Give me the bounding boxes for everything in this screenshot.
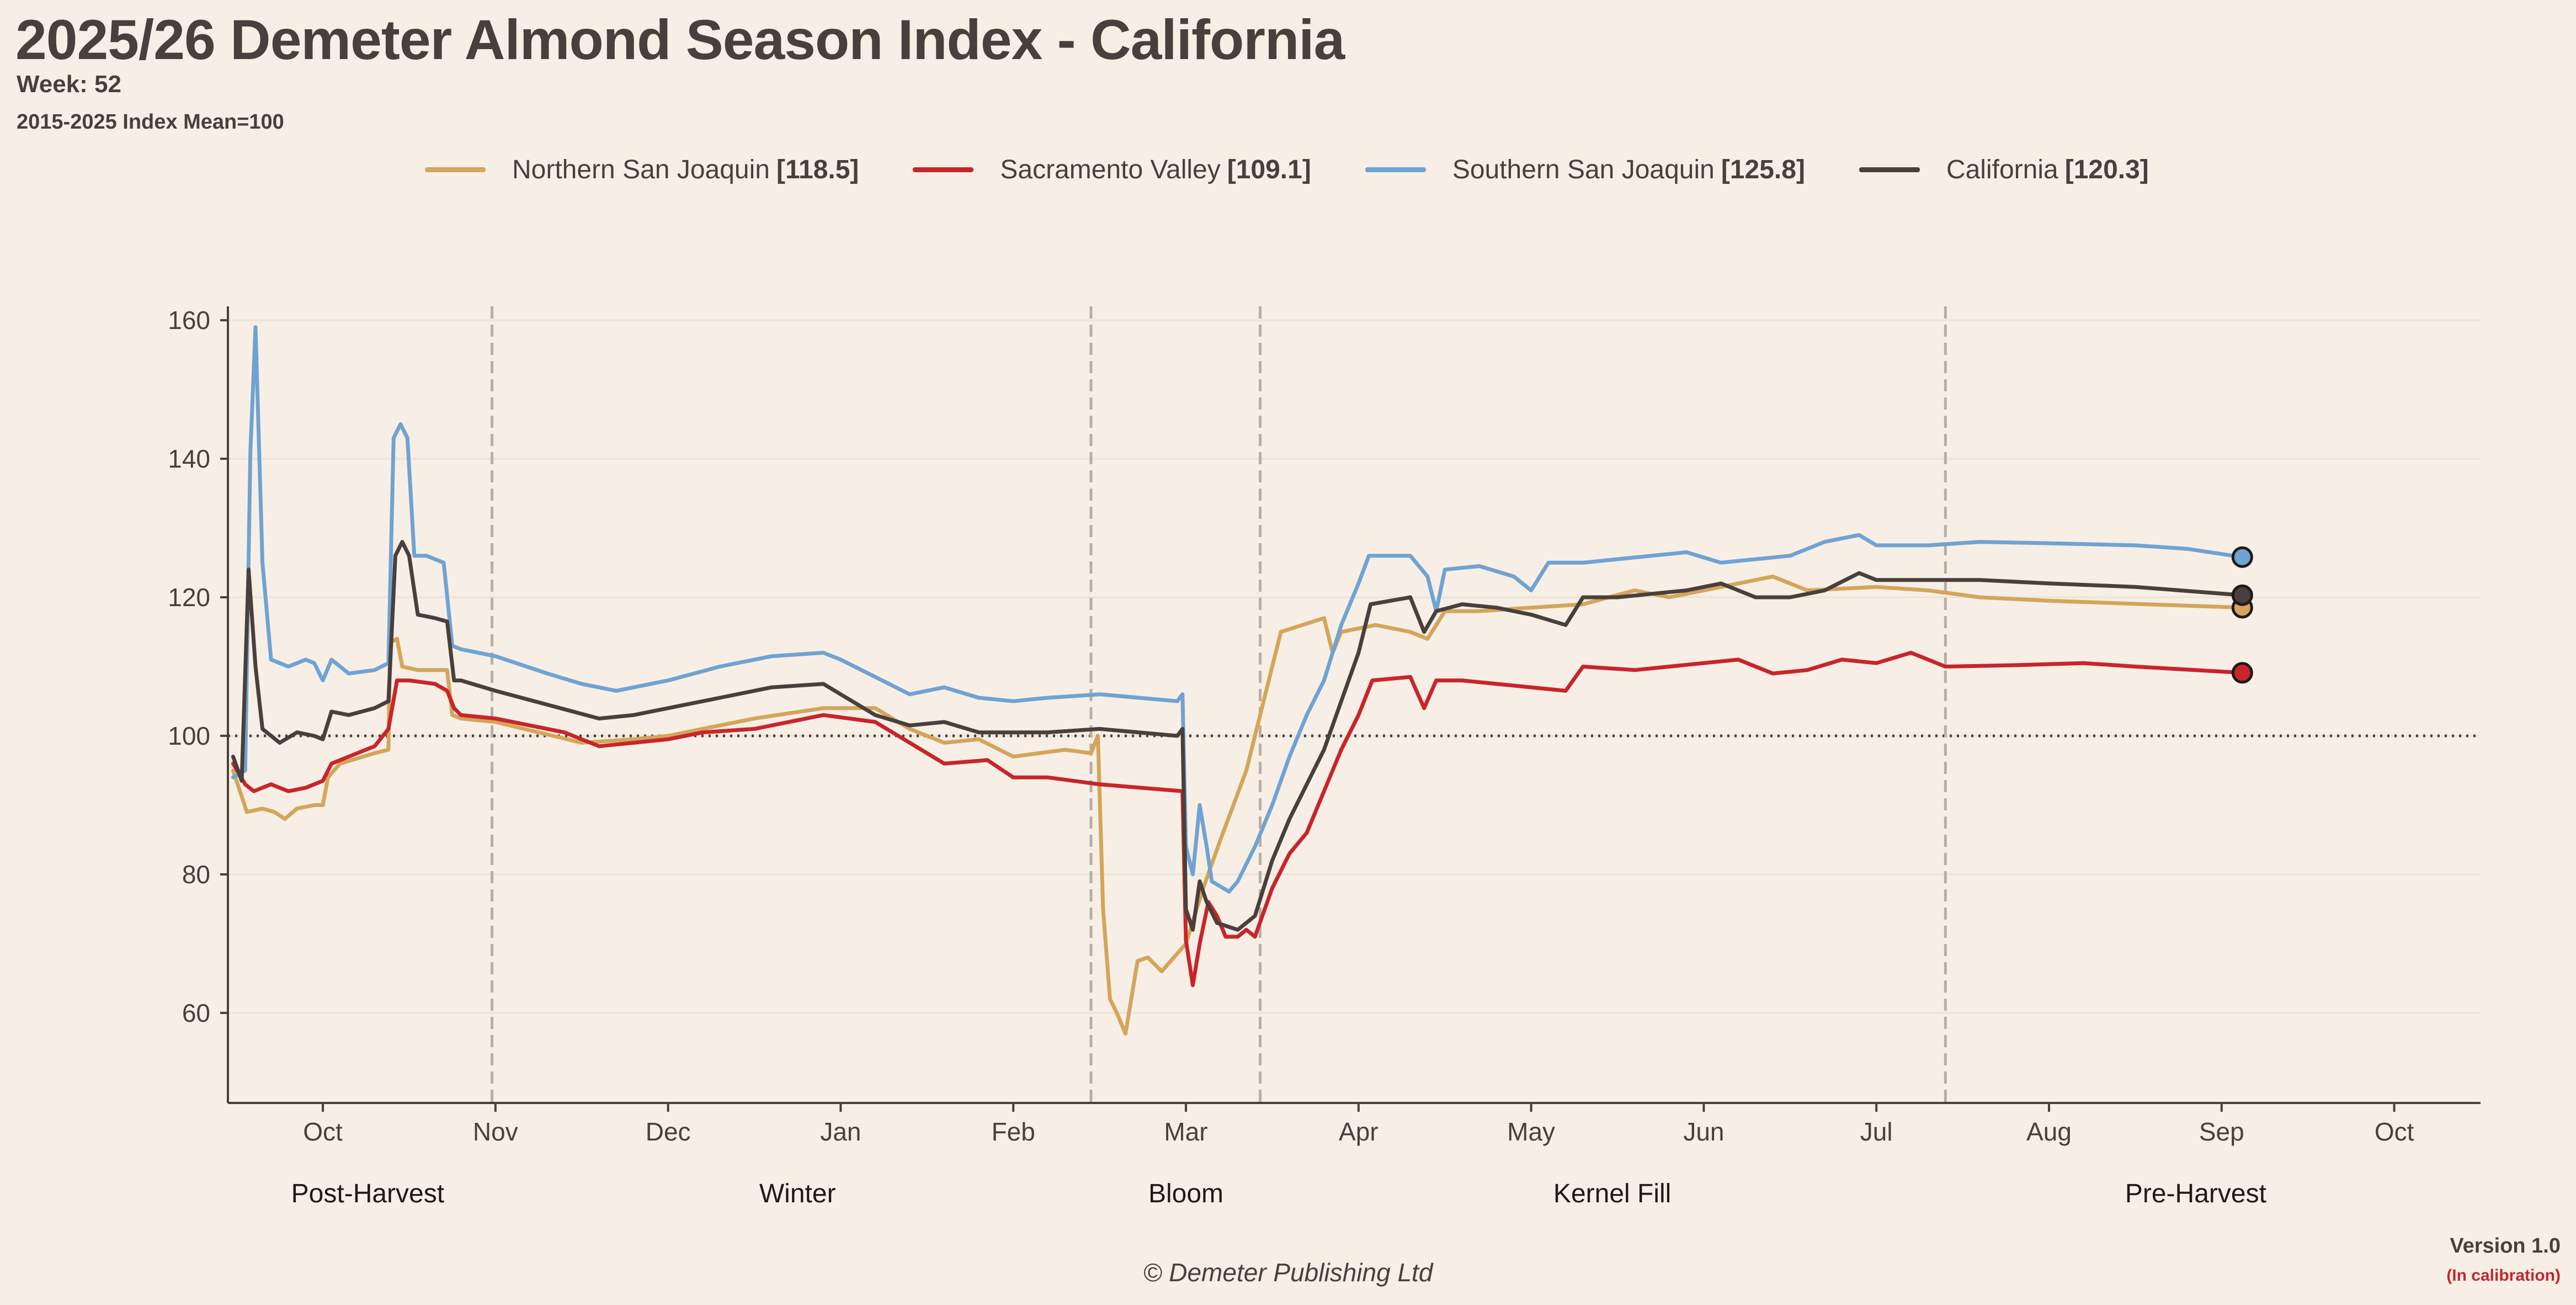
y-tick-label: 80 [182, 860, 210, 889]
x-tick-label: Jul [1860, 1117, 1893, 1146]
x-tick-label: Sep [2199, 1117, 2244, 1146]
series-end-marker [2231, 546, 2253, 568]
legend-swatch [425, 167, 486, 172]
x-tick-label: Dec [646, 1117, 691, 1146]
x-tick-label: Nov [473, 1117, 518, 1146]
chart-title: 2025/26 Demeter Almond Season Index - Ca… [15, 8, 1345, 71]
legend-label: California [1946, 155, 2058, 184]
phase-label: Bloom [1148, 1179, 1223, 1208]
week-label: Week: 52 [17, 71, 121, 98]
version-label: Version 1.0 [2450, 1234, 2561, 1258]
legend-item-california: California [120.3] [1859, 155, 2149, 185]
legend-label: Sacramento Valley [1000, 155, 1221, 184]
x-tick-label: May [1507, 1117, 1555, 1146]
series-line [231, 325, 2244, 894]
x-tick-label: Oct [303, 1117, 343, 1146]
x-tick-label: Mar [1164, 1117, 1207, 1146]
legend-label: Southern San Joaquin [1452, 155, 1715, 184]
baseline-note: 2015-2025 Index Mean=100 [17, 110, 284, 134]
series-line [231, 650, 2244, 988]
y-tick-label: 120 [168, 583, 210, 612]
legend-swatch [1859, 167, 1920, 172]
legend-value: [109.1] [1227, 155, 1311, 184]
legend-item-sacramento-valley: Sacramento Valley [109.1] [913, 155, 1311, 185]
phase-label: Pre-Harvest [2125, 1179, 2266, 1208]
legend-value: [118.5] [776, 155, 859, 184]
legend-swatch [1365, 167, 1426, 172]
x-tick-label: Jun [1683, 1117, 1724, 1146]
legend-item-southern-san-joaquin: Southern San Joaquin [125.8] [1365, 155, 1805, 185]
series-line [231, 574, 2244, 1036]
series-end-marker [2231, 662, 2253, 684]
phase-label: Winter [759, 1179, 836, 1208]
x-tick-label: Oct [2375, 1117, 2414, 1146]
calibration-status: (In calibration) [2446, 1266, 2561, 1285]
x-tick-label: Aug [2026, 1117, 2072, 1146]
series-end-marker [2231, 584, 2253, 606]
legend-item-northern-san-joaquin: Northern San Joaquin [118.5] [425, 155, 859, 185]
legend-value: [125.8] [1721, 155, 1805, 184]
legend-label: Northern San Joaquin [512, 155, 770, 184]
series-line [231, 540, 2244, 932]
phase-label: Post-Harvest [291, 1179, 444, 1208]
chart-legend: Northern San Joaquin [118.5] Sacramento … [425, 150, 2203, 189]
x-tick-label: Jan [820, 1117, 861, 1146]
legend-value: [120.3] [2064, 155, 2149, 184]
x-tick-label: Apr [1339, 1117, 1379, 1146]
copyright-footer: © Demeter Publishing Ltd [1143, 1258, 1433, 1287]
legend-swatch [913, 167, 974, 172]
y-tick-label: 100 [168, 722, 210, 750]
y-tick-label: 60 [182, 999, 210, 1027]
y-tick-label: 160 [168, 306, 210, 335]
y-tick-label: 140 [168, 444, 210, 473]
phase-label: Kernel Fill [1553, 1179, 1671, 1208]
x-tick-label: Feb [992, 1117, 1035, 1146]
